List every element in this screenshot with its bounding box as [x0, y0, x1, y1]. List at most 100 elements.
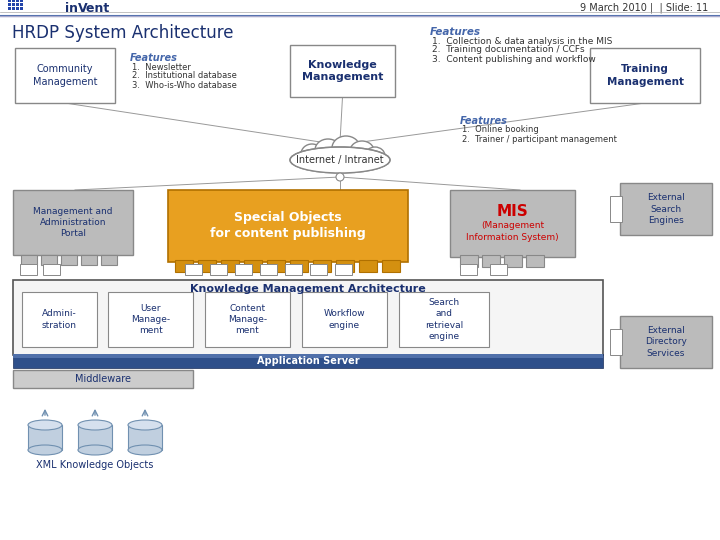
Ellipse shape [332, 136, 360, 160]
Ellipse shape [290, 147, 390, 173]
Bar [382, 260, 400, 272]
Bar [610, 196, 622, 222]
Bar [28, 425, 62, 450]
Bar [12, 0, 15, 2]
Bar [450, 190, 575, 257]
Text: Special Objects
for content publishing: Special Objects for content publishing [210, 212, 366, 240]
Text: Vent: Vent [78, 2, 110, 15]
Ellipse shape [28, 420, 62, 430]
Bar [399, 292, 489, 347]
Bar [359, 260, 377, 272]
Bar [20, 264, 37, 275]
Bar [41, 255, 57, 265]
Bar [16, 7, 19, 10]
Bar [15, 48, 115, 103]
Text: Features: Features [130, 53, 178, 63]
Bar [8, 7, 11, 10]
Text: Knowledge
Management: Knowledge Management [302, 60, 383, 82]
Text: MIS: MIS [497, 204, 528, 219]
Bar [101, 255, 117, 265]
Bar [21, 255, 37, 265]
Text: Features: Features [430, 27, 481, 37]
Bar [336, 260, 354, 272]
Ellipse shape [78, 420, 112, 430]
Bar [290, 45, 395, 97]
Bar [20, 7, 23, 10]
Bar [235, 264, 252, 275]
Bar [482, 255, 500, 267]
Text: Admini-
stration: Admini- stration [42, 309, 77, 329]
Text: Search
and
retrieval
engine: Search and retrieval engine [425, 298, 463, 341]
Text: External
Search
Engines: External Search Engines [647, 193, 685, 225]
Ellipse shape [315, 139, 341, 161]
Ellipse shape [28, 445, 62, 455]
Text: HRDP System Architecture: HRDP System Architecture [12, 24, 233, 42]
Text: 3.  Who-is-Who database: 3. Who-is-Who database [132, 80, 237, 90]
Bar [13, 354, 603, 368]
Bar [335, 264, 352, 275]
Bar [260, 264, 277, 275]
Bar [168, 190, 408, 262]
Bar [285, 264, 302, 275]
Bar [16, 3, 19, 6]
Bar [12, 7, 15, 10]
Bar [210, 264, 227, 275]
Bar [22, 292, 97, 347]
Bar [460, 264, 477, 275]
Bar [43, 264, 60, 275]
Text: 1.  Collection & data analysis in the MIS: 1. Collection & data analysis in the MIS [432, 37, 613, 45]
Ellipse shape [350, 141, 374, 161]
Bar [610, 329, 622, 355]
Bar [526, 255, 544, 267]
Bar [504, 255, 522, 267]
Text: (Management
Information System): (Management Information System) [466, 221, 559, 241]
Bar [12, 3, 15, 6]
Bar [81, 255, 97, 265]
Text: User
Manage-
ment: User Manage- ment [131, 304, 170, 335]
Bar [590, 48, 700, 103]
Bar [313, 260, 331, 272]
Ellipse shape [128, 445, 162, 455]
Bar [8, 0, 11, 2]
Text: 9 March 2010 |  | Slide: 11: 9 March 2010 | | Slide: 11 [580, 3, 708, 14]
Text: External
Directory
Services: External Directory Services [645, 326, 687, 357]
Bar [128, 425, 162, 450]
Bar [302, 292, 387, 347]
Text: Knowledge Management Architecture: Knowledge Management Architecture [190, 284, 426, 294]
Bar [20, 3, 23, 6]
Bar [221, 260, 239, 272]
Bar [61, 255, 77, 265]
Bar [175, 260, 193, 272]
Bar [310, 264, 327, 275]
Bar [460, 255, 478, 267]
Text: 3.  Content publishing and workflow: 3. Content publishing and workflow [432, 55, 595, 64]
Bar [620, 183, 712, 235]
Bar [198, 260, 216, 272]
Bar [185, 264, 202, 275]
Text: Community
Management: Community Management [32, 64, 97, 87]
Text: in: in [65, 2, 78, 15]
Bar [13, 370, 193, 388]
Ellipse shape [292, 151, 387, 173]
Text: Management and
Administration
Portal: Management and Administration Portal [33, 207, 113, 238]
Text: Application Server: Application Server [257, 356, 359, 366]
Text: Middleware: Middleware [75, 374, 131, 384]
Text: 2.  Institutional database: 2. Institutional database [132, 71, 237, 80]
Text: 2.  Training documentation / CCFs: 2. Training documentation / CCFs [432, 45, 585, 55]
Ellipse shape [301, 144, 323, 164]
Text: Content
Manage-
ment: Content Manage- ment [228, 304, 267, 335]
Bar [78, 425, 112, 450]
Text: 1.  Newsletter: 1. Newsletter [132, 63, 191, 71]
Bar [490, 264, 507, 275]
Bar [13, 190, 133, 255]
Bar [13, 354, 603, 358]
Text: Features: Features [460, 116, 508, 126]
Bar [205, 292, 290, 347]
Bar [20, 0, 23, 2]
Bar [8, 3, 11, 6]
Text: Internet / Intranet: Internet / Intranet [296, 155, 384, 165]
Bar [108, 292, 193, 347]
Text: 1.  Online booking: 1. Online booking [462, 125, 539, 134]
Ellipse shape [128, 420, 162, 430]
Text: XML Knowledge Objects: XML Knowledge Objects [36, 460, 153, 470]
